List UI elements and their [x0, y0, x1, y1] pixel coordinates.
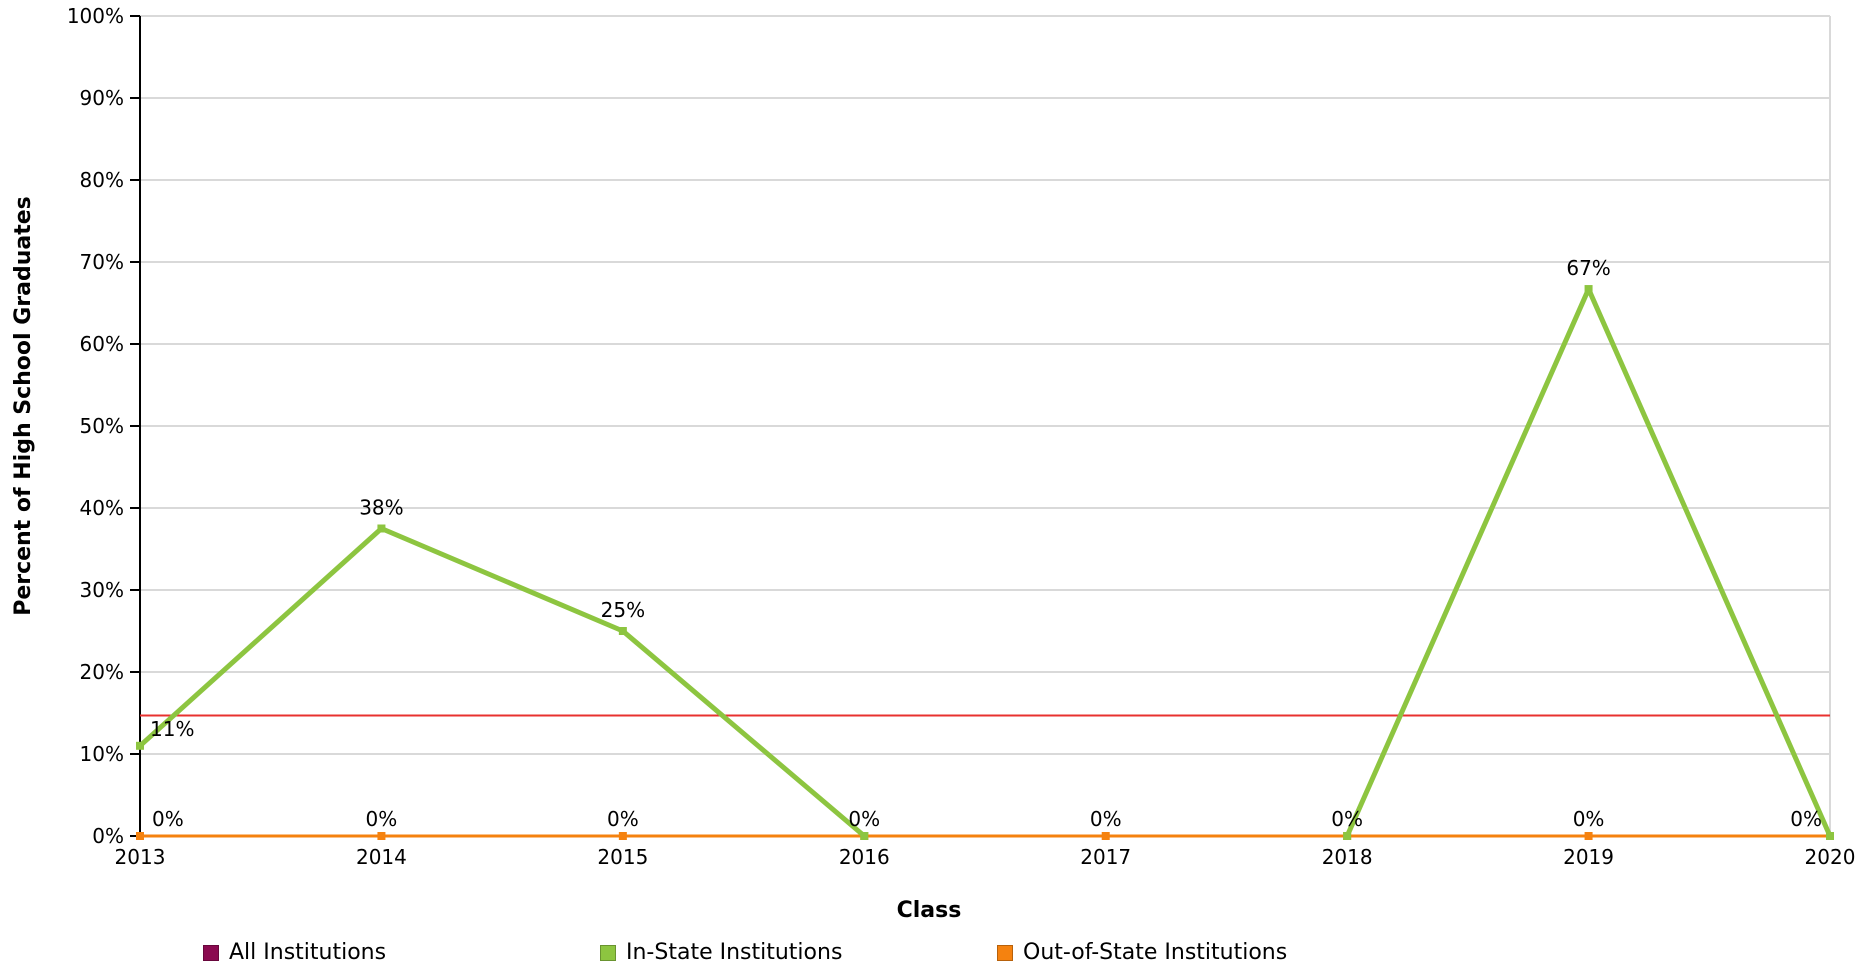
data-label-in-state: 67%	[1566, 256, 1610, 280]
legend-item-out-of-state[interactable]: Out-of-State Institutions	[997, 940, 1287, 965]
y-tick-label: 70%	[80, 250, 124, 274]
legend-swatch-out-of-state	[997, 944, 1013, 961]
y-tick-label: 50%	[80, 414, 124, 438]
data-label-out-of-state: 0%	[607, 807, 639, 831]
y-tick-label: 60%	[80, 332, 124, 356]
x-tick-label: 2015	[597, 845, 648, 869]
data-label-out-of-state: 0%	[1331, 807, 1363, 831]
data-label-out-of-state: 0%	[1790, 807, 1822, 831]
legend-label-all: All Institutions	[229, 940, 387, 965]
x-tick-label: 2016	[839, 845, 890, 869]
series-1-point	[860, 832, 869, 840]
data-label-in-state: 25%	[601, 598, 645, 622]
series-1-point	[377, 524, 386, 533]
series-2-point	[1584, 832, 1593, 840]
data-label-out-of-state: 0%	[366, 807, 398, 831]
y-tick-label: 0%	[92, 824, 124, 848]
data-label-out-of-state: 0%	[152, 807, 184, 831]
legend-swatch-in-state	[600, 944, 616, 961]
series-2-point	[1101, 832, 1110, 840]
data-labels: 0% 0% 0% 0% 0% 0% 0% 0% 11% 38% 25% 67%	[150, 256, 1822, 831]
y-tick-label: 30%	[80, 578, 124, 602]
x-axis-title: Class	[896, 898, 962, 923]
legend-label-out-of-state: Out-of-State Institutions	[1023, 940, 1288, 965]
series-group	[136, 285, 1834, 840]
y-tick-label: 80%	[80, 168, 124, 192]
data-label-in-state: 11%	[150, 717, 194, 741]
data-label-out-of-state: 0%	[1090, 807, 1122, 831]
legend-label-in-state: In-State Institutions	[626, 940, 843, 965]
y-tick-label: 100%	[67, 4, 124, 28]
y-axis-ticks: 0% 10% 20% 30% 40% 50% 60% 70% 80% 90% 100%	[67, 4, 140, 848]
data-label-out-of-state: 0%	[848, 807, 880, 831]
y-tick-label: 10%	[80, 742, 124, 766]
series-2-point	[618, 832, 627, 840]
series-1-line	[138, 526, 866, 838]
data-label-in-state: 38%	[359, 496, 403, 520]
legend-swatch-all	[203, 944, 219, 961]
x-tick-label: 2017	[1080, 845, 1131, 869]
x-tick-label: 2018	[1322, 845, 1373, 869]
y-tick-label: 20%	[80, 660, 124, 684]
y-tick-label: 90%	[80, 86, 124, 110]
legend-item-in-state[interactable]: In-State Institutions	[600, 940, 842, 965]
legend-item-all[interactable]: All Institutions	[203, 940, 386, 965]
x-tick-label: 2013	[115, 845, 166, 869]
series-2-point	[377, 832, 386, 840]
x-axis-ticks: 2013 2014 2015 2016 2017 2018 2019 2020	[115, 845, 1856, 869]
x-tick-label: 2020	[1805, 845, 1856, 869]
series-1-point	[1343, 832, 1352, 840]
x-tick-label: 2019	[1563, 845, 1614, 869]
series-1-point	[1826, 832, 1834, 840]
gridlines	[140, 15, 1831, 836]
series-1-point	[136, 741, 144, 750]
data-label-out-of-state: 0%	[1573, 807, 1605, 831]
series-1-point	[618, 627, 627, 635]
series-1-point	[1584, 285, 1593, 294]
x-tick-label: 2014	[356, 845, 407, 869]
y-tick-label: 40%	[80, 496, 124, 520]
series-2-point	[136, 832, 144, 840]
y-axis-title: Percent of High School Graduates	[11, 196, 36, 616]
